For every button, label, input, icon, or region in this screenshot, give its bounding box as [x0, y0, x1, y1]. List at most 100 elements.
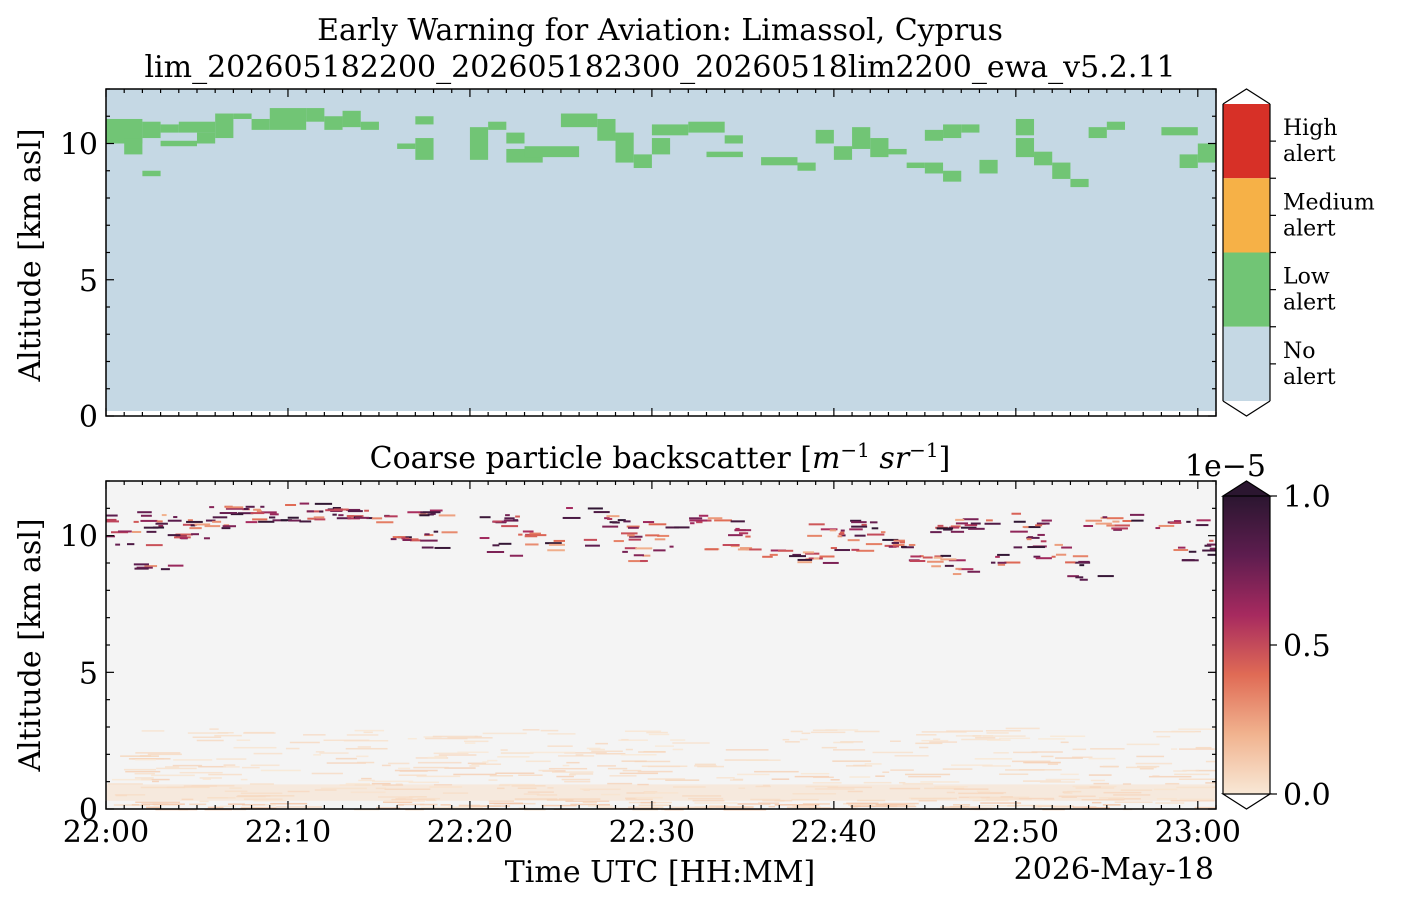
- boundary-layer-cell: [654, 745, 675, 747]
- low-alert-cell: [415, 138, 434, 160]
- alert-level-label: Low: [1283, 265, 1330, 290]
- cloud-layer-cell: [376, 521, 394, 524]
- cloud-layer-cell: [704, 548, 719, 551]
- cloud-layer-cell: [1106, 524, 1115, 527]
- cloud-layer-cell: [1022, 525, 1029, 528]
- cloud-layer-cell: [479, 516, 491, 519]
- cloud-layer-cell: [851, 521, 867, 524]
- cloud-layer-cell: [837, 535, 843, 538]
- cloud-layer-cell: [1173, 520, 1181, 523]
- boundary-layer-cell: [223, 764, 236, 766]
- boundary-layer-cell: [1011, 760, 1051, 763]
- boundary-layer-cell: [1072, 806, 1097, 808]
- cloud-layer-cell: [313, 516, 325, 519]
- cloud-layer-cell: [524, 535, 538, 538]
- boundary-layer-cell: [187, 732, 229, 734]
- boundary-layer-cell: [1195, 769, 1216, 772]
- boundary-layer-cell: [794, 775, 830, 778]
- cloud-layer-cell: [840, 529, 845, 532]
- cloud-layer-cell: [1095, 522, 1112, 525]
- cloud-layer-cell: [509, 554, 524, 557]
- cloud-layer-cell: [140, 514, 152, 517]
- boundary-layer-cell: [192, 736, 222, 739]
- boundary-layer-cell: [557, 755, 595, 757]
- boundary-layer-cell: [518, 807, 528, 809]
- boundary-layer-cell: [427, 756, 447, 759]
- cloud-layer-cell: [820, 528, 838, 531]
- y-tick-label: 0: [79, 400, 98, 435]
- cloud-layer-cell: [730, 545, 740, 548]
- boundary-layer-cell: [840, 741, 863, 743]
- low-alert-cell: [979, 159, 998, 174]
- cloud-layer-cell: [997, 561, 1007, 564]
- boundary-layer-cell: [607, 767, 628, 770]
- boundary-layer-cell: [774, 804, 820, 806]
- cloud-layer-cell: [585, 544, 600, 547]
- boundary-layer-cell: [619, 772, 659, 775]
- low-alert-cell: [597, 118, 616, 141]
- boundary-layer-cell: [915, 742, 943, 745]
- cloud-layer-cell: [1173, 549, 1189, 552]
- boundary-layer-cell: [471, 763, 502, 765]
- boundary-layer-cell: [902, 782, 934, 785]
- cloud-layer-cell: [955, 518, 965, 521]
- boundary-layer-cell: [562, 764, 570, 767]
- alert-plot-axes: 0 5 10: [60, 88, 1217, 435]
- boundary-layer-cell: [597, 803, 610, 806]
- cloud-layer-cell: [1209, 547, 1216, 550]
- backscatter-colorbar-tick-label: 0.0: [1283, 778, 1331, 813]
- cloud-layer-cell: [547, 549, 565, 552]
- backscatter-background: [106, 481, 1216, 809]
- cloud-layer-cell: [797, 561, 813, 564]
- cloud-layer-cell: [191, 533, 199, 536]
- boundary-layer-cell: [725, 749, 769, 751]
- backscatter-title: Coarse particle backscatter [m−1 sr−1]: [370, 438, 951, 476]
- boundary-layer-cell: [467, 762, 487, 765]
- x-tick-label: 22:20: [427, 815, 513, 850]
- boundary-layer-cell: [582, 801, 597, 804]
- cloud-layer-cell: [347, 510, 363, 513]
- cloud-layer-cell: [797, 558, 813, 561]
- boundary-layer-cell: [151, 780, 159, 783]
- cloud-layer-cell: [633, 554, 644, 557]
- boundary-layer-cell: [624, 730, 662, 733]
- boundary-layer-cell: [236, 739, 251, 741]
- boundary-layer-cell: [146, 806, 161, 809]
- cloud-layer-cell: [722, 544, 740, 547]
- boundary-layer-cell: [622, 769, 642, 772]
- cloud-layer-cell: [593, 511, 610, 514]
- alert-colorbar-frame: [1222, 104, 1271, 401]
- cloud-layer-cell: [1035, 557, 1052, 560]
- cloud-layer-cell: [424, 533, 430, 536]
- boundary-layer-cell: [786, 806, 821, 809]
- cloud-layer-cell: [880, 531, 886, 534]
- boundary-layer-cell: [729, 779, 743, 781]
- boundary-layer-cell: [408, 781, 440, 784]
- boundary-layer-cell: [1178, 778, 1216, 780]
- boundary-layer-cell: [381, 764, 391, 767]
- cloud-layer-cell: [190, 524, 196, 527]
- boundary-layer-cell: [398, 774, 427, 776]
- cloud-layer-cell: [131, 530, 142, 533]
- boundary-layer-cell: [980, 805, 1019, 807]
- boundary-layer-cell: [1178, 728, 1216, 730]
- cloud-layer-cell: [604, 517, 610, 520]
- alert-level-label: High: [1283, 116, 1337, 141]
- boundary-layer-cell: [1195, 746, 1212, 749]
- cloud-layer-cell: [627, 534, 635, 537]
- cloud-layer-cell: [419, 514, 430, 517]
- cloud-layer-cell: [892, 544, 905, 547]
- boundary-layer-cell: [920, 781, 960, 783]
- boundary-layer-cell: [716, 777, 735, 779]
- alert-level-label: alert: [1283, 216, 1336, 241]
- cloud-layer-cell: [734, 529, 752, 532]
- boundary-layer-cell: [864, 763, 882, 765]
- alert-background: [106, 89, 1216, 411]
- boundary-layer-cell: [589, 748, 605, 751]
- cloud-layer-cell: [410, 539, 421, 542]
- boundary-layer-cell: [1041, 755, 1054, 758]
- cloud-layer-cell: [1051, 555, 1056, 558]
- cloud-layer-cell: [943, 528, 953, 531]
- cloud-layer-cell: [707, 517, 723, 520]
